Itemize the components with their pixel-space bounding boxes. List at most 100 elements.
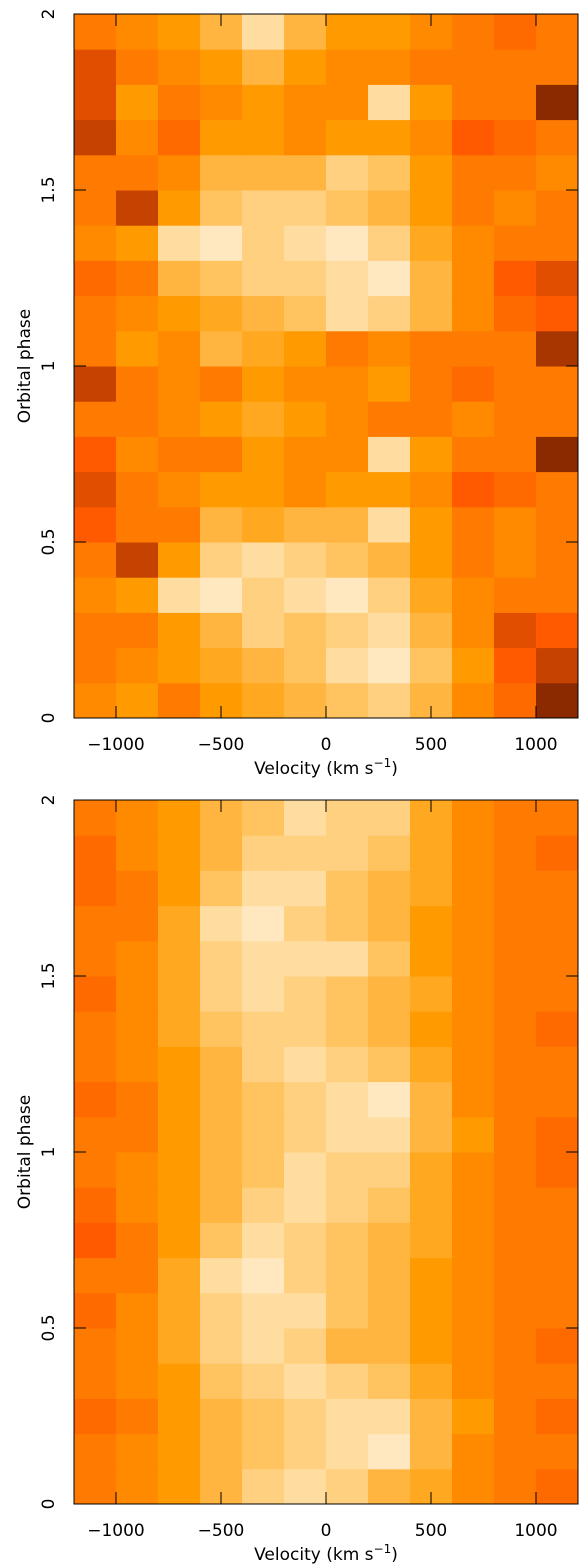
heat-cell bbox=[284, 1011, 327, 1047]
heat-cell bbox=[284, 1222, 327, 1259]
y-tick-label: 0 bbox=[39, 1499, 59, 1510]
heat-cell bbox=[368, 14, 411, 50]
heat-cell bbox=[494, 1046, 537, 1083]
heat-cell bbox=[74, 225, 117, 261]
heat-cell bbox=[536, 84, 579, 121]
heat-cell bbox=[536, 1222, 579, 1259]
heat-cell bbox=[368, 1257, 411, 1294]
heat-cell bbox=[242, 1292, 285, 1329]
heat-cell bbox=[158, 976, 201, 1012]
heat-cell bbox=[410, 330, 453, 367]
heat-cell bbox=[242, 542, 285, 578]
heat-cell bbox=[116, 1046, 159, 1083]
heat-cell bbox=[536, 976, 579, 1012]
heat-cell bbox=[452, 1468, 495, 1505]
y-tick-label: 0.5 bbox=[39, 528, 59, 555]
heat-cell bbox=[368, 1363, 411, 1399]
heat-cell bbox=[368, 401, 411, 437]
heat-cell bbox=[326, 1187, 369, 1223]
heat-cell bbox=[410, 1081, 453, 1118]
y-tick-label: 2 bbox=[39, 9, 59, 20]
heat-cell bbox=[368, 225, 411, 261]
heat-cell bbox=[284, 682, 327, 719]
heat-cell bbox=[116, 1363, 159, 1399]
heat-cell bbox=[368, 436, 411, 473]
heat-cell bbox=[452, 1116, 495, 1153]
heat-cell bbox=[158, 1011, 201, 1047]
heat-cell bbox=[368, 835, 411, 871]
heat-cell bbox=[284, 49, 327, 85]
heat-cell bbox=[452, 1081, 495, 1118]
heat-cell bbox=[368, 1222, 411, 1259]
x-tick-label: −500 bbox=[198, 1521, 245, 1541]
heat-cell bbox=[452, 647, 495, 684]
heat-cell bbox=[242, 295, 285, 332]
heat-cell bbox=[536, 835, 579, 871]
heat-cell bbox=[116, 1081, 159, 1118]
heat-cell bbox=[242, 647, 285, 684]
heat-cell bbox=[410, 870, 453, 907]
heat-cell bbox=[326, 1328, 369, 1364]
heat-cell bbox=[200, 190, 243, 226]
heat-cell bbox=[326, 1363, 369, 1399]
heat-cell bbox=[200, 401, 243, 437]
heat-cell bbox=[452, 612, 495, 649]
heat-cell bbox=[74, 1468, 117, 1505]
heat-cell bbox=[452, 835, 495, 871]
heat-cell bbox=[158, 49, 201, 85]
y-tick-label: 2 bbox=[39, 795, 59, 806]
heat-cell bbox=[242, 49, 285, 85]
heat-cell bbox=[200, 905, 243, 942]
heat-cell bbox=[158, 225, 201, 261]
heat-cell bbox=[242, 1257, 285, 1294]
heat-cell bbox=[326, 295, 369, 332]
heat-cell bbox=[200, 647, 243, 684]
heat-cell bbox=[116, 295, 159, 332]
heat-cell bbox=[200, 1328, 243, 1364]
heat-cell bbox=[284, 1257, 327, 1294]
heat-cell bbox=[452, 260, 495, 297]
heat-cell bbox=[452, 1292, 495, 1329]
x-tick-label: −1000 bbox=[87, 735, 145, 755]
heat-cell bbox=[326, 119, 369, 156]
heat-cell bbox=[74, 542, 117, 578]
heat-cell bbox=[494, 1081, 537, 1118]
heat-cell bbox=[326, 1116, 369, 1153]
heat-cell bbox=[242, 1011, 285, 1047]
x-axis-label: Velocity (km s−1) bbox=[254, 1542, 398, 1565]
heat-cell bbox=[494, 905, 537, 942]
heat-cell bbox=[494, 1257, 537, 1294]
heat-cell bbox=[116, 647, 159, 684]
heat-cell bbox=[116, 1116, 159, 1153]
heat-cell bbox=[368, 295, 411, 332]
heat-cell bbox=[368, 905, 411, 942]
heat-cell bbox=[368, 84, 411, 121]
heat-cell bbox=[326, 976, 369, 1012]
heat-cell bbox=[242, 260, 285, 297]
heat-cell bbox=[74, 647, 117, 684]
heat-cell bbox=[536, 612, 579, 649]
heat-cell bbox=[536, 1046, 579, 1083]
heat-cell bbox=[494, 682, 537, 719]
heat-cell bbox=[74, 119, 117, 156]
heat-cell bbox=[242, 870, 285, 907]
heat-cell bbox=[452, 870, 495, 907]
heat-cell bbox=[200, 835, 243, 871]
heat-cell bbox=[452, 1328, 495, 1364]
heat-cell bbox=[326, 1257, 369, 1294]
heat-cell bbox=[116, 154, 159, 191]
x-axis-label-end: ) bbox=[391, 759, 398, 779]
heat-cell bbox=[536, 1257, 579, 1294]
x-tick-label: 500 bbox=[415, 1521, 447, 1541]
heat-cell bbox=[284, 1363, 327, 1399]
heat-cell bbox=[158, 835, 201, 871]
heat-cell bbox=[284, 330, 327, 367]
heat-cell bbox=[158, 870, 201, 907]
heat-cell bbox=[284, 1292, 327, 1329]
heat-cell bbox=[368, 1328, 411, 1364]
heat-cell bbox=[452, 366, 495, 402]
heat-cell bbox=[242, 1363, 285, 1399]
x-tick-label: 0 bbox=[321, 1521, 332, 1541]
heat-cell bbox=[494, 1328, 537, 1364]
